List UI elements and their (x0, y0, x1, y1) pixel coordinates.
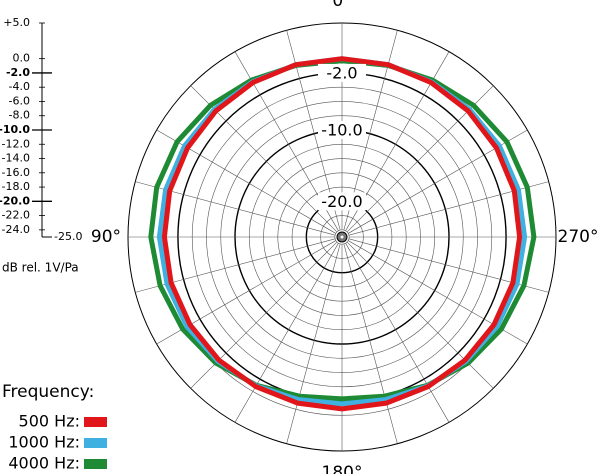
angle-label: 0° (332, 0, 351, 11)
scale-label: 0.0 (13, 52, 31, 65)
spoke (343, 243, 398, 444)
scale-label: -4.0 (9, 80, 30, 93)
scale-label: -20.0 (0, 194, 30, 207)
scale-label: -16.0 (2, 166, 30, 179)
series-line (156, 56, 528, 407)
ring-label: -20.0 (321, 192, 362, 211)
legend-label: 4000 Hz: (8, 454, 80, 473)
scale-label: +5.0 (3, 16, 30, 29)
ring-label-bg (318, 192, 366, 211)
legend-label: 500 Hz: (19, 412, 80, 431)
scale-label: -6.0 (9, 94, 30, 107)
ring-label: -10.0 (321, 121, 362, 140)
spoke (345, 243, 450, 423)
scale-label: -24.0 (2, 223, 30, 236)
scale-label: -22.0 (2, 209, 30, 222)
angle-label: 180° (322, 463, 363, 474)
spoke (286, 243, 341, 444)
legend-swatch (84, 459, 107, 469)
legend-swatch (84, 438, 107, 448)
series-line (161, 56, 523, 412)
ring-label: -2.0 (326, 63, 357, 82)
angle-label: 90° (91, 227, 121, 247)
scale-label: -12.0 (2, 137, 30, 150)
ring-label-bg (318, 121, 366, 139)
spoke (346, 241, 494, 389)
spoke (346, 85, 494, 233)
scale-label: -25.0 (54, 230, 82, 243)
y-axis-label: dB rel. 1V/Pa (2, 261, 79, 275)
spoke (190, 241, 338, 389)
center-hole (340, 235, 344, 239)
scale-label: -18.0 (2, 180, 30, 193)
scale-label: -8.0 (9, 109, 30, 122)
scale-label: -10.0 (0, 123, 30, 136)
spoke (234, 243, 339, 423)
legend-label: 1000 Hz: (8, 433, 80, 452)
spoke (190, 85, 338, 233)
ring-label-bg (318, 63, 366, 82)
scale-label: -2.0 (6, 66, 30, 79)
legend-swatch (84, 417, 107, 427)
series-line (148, 58, 537, 402)
legend-title: Frequency: (2, 382, 94, 402)
angle-label: 270° (558, 227, 599, 247)
scale-label: -14.0 (2, 152, 30, 165)
